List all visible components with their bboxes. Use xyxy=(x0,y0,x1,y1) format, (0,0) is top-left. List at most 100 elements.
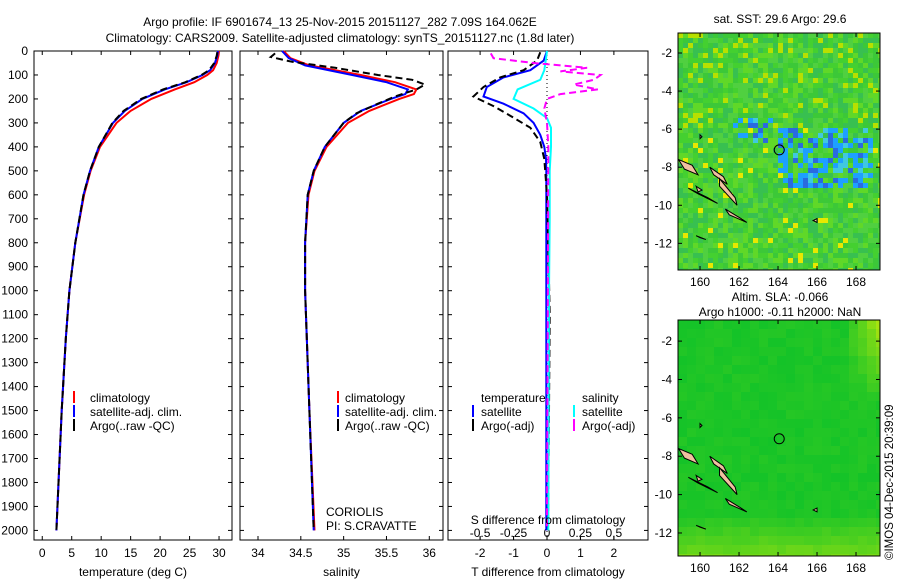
map-cell xyxy=(693,258,698,263)
map-cell xyxy=(798,248,803,253)
map-cell xyxy=(773,113,778,118)
map-cell xyxy=(738,153,743,158)
map-cell xyxy=(822,392,831,401)
map-cell xyxy=(833,203,838,208)
map-cell xyxy=(840,527,849,536)
map-cell xyxy=(818,78,823,83)
map-cell xyxy=(858,103,863,108)
map-cell xyxy=(788,253,793,258)
map-cell xyxy=(732,410,741,419)
map-cell xyxy=(828,198,833,203)
map-cell xyxy=(688,153,693,158)
map-cell xyxy=(753,218,758,223)
map-cell xyxy=(738,63,743,68)
map-cell xyxy=(863,158,868,163)
map-cell xyxy=(818,63,823,68)
map-cell xyxy=(848,228,853,233)
map-cell xyxy=(703,143,708,148)
map-cell xyxy=(848,193,853,198)
map-cell xyxy=(858,148,863,153)
map-cell xyxy=(848,128,853,133)
map-cell xyxy=(728,83,733,88)
map-cell xyxy=(783,53,788,58)
map-cell xyxy=(683,243,688,248)
map-cell xyxy=(753,188,758,193)
map-cell xyxy=(863,188,868,193)
map-cell xyxy=(788,153,793,158)
map-cell xyxy=(838,83,843,88)
map-cell xyxy=(778,258,783,263)
map-cell xyxy=(741,446,750,455)
map-cell xyxy=(738,268,743,270)
map-cell xyxy=(878,158,880,163)
map-cell xyxy=(858,43,863,48)
map-cell xyxy=(858,123,863,128)
s-tick-label: 0 xyxy=(544,526,551,540)
map-cell xyxy=(708,93,713,98)
map-cell xyxy=(863,178,868,183)
map-cell xyxy=(833,213,838,218)
map-cell xyxy=(723,118,728,123)
map-cell xyxy=(696,536,705,545)
map-cell xyxy=(853,103,858,108)
map-cell xyxy=(723,163,728,168)
map-cell xyxy=(753,63,758,68)
map-cell xyxy=(723,329,732,338)
map-cell xyxy=(718,158,723,163)
map-cell xyxy=(708,48,713,53)
map-cell xyxy=(783,243,788,248)
map-cell xyxy=(831,365,840,374)
map-cell xyxy=(753,148,758,153)
map-cell xyxy=(773,178,778,183)
map-cell xyxy=(759,356,768,365)
map-cell xyxy=(693,203,698,208)
map-cell xyxy=(723,491,732,500)
map-cell xyxy=(858,401,867,410)
map-cell xyxy=(768,374,777,383)
map-cell xyxy=(813,268,818,270)
map-cell xyxy=(763,53,768,58)
map-cell xyxy=(823,33,828,38)
map-cell xyxy=(868,213,873,218)
map-cell xyxy=(813,78,818,83)
map-cell xyxy=(705,374,714,383)
map-cell xyxy=(714,428,723,437)
s-axis-label: S difference from climatology xyxy=(471,513,626,527)
map-cell xyxy=(778,228,783,233)
map-cell xyxy=(713,83,718,88)
map-cell xyxy=(698,43,703,48)
map-cell xyxy=(853,238,858,243)
map-cell xyxy=(853,163,858,168)
map-cell xyxy=(858,320,867,329)
map-cell xyxy=(828,243,833,248)
map-cell xyxy=(813,428,822,437)
map-cell xyxy=(773,248,778,253)
map-cell xyxy=(788,93,793,98)
island-shape xyxy=(695,185,703,193)
map-cell xyxy=(843,108,848,113)
map-cell xyxy=(793,38,798,43)
map-cell xyxy=(683,198,688,203)
map-cell xyxy=(750,329,759,338)
map-cell xyxy=(733,153,738,158)
map-cell xyxy=(687,374,696,383)
map-cell xyxy=(758,233,763,238)
map-cell xyxy=(768,63,773,68)
map-cell xyxy=(698,263,703,268)
map-cell xyxy=(793,133,798,138)
map-cell xyxy=(840,365,849,374)
map-cell xyxy=(876,428,880,437)
map-cell xyxy=(718,138,723,143)
map-cell xyxy=(753,198,758,203)
map-cell xyxy=(793,68,798,73)
map-cell xyxy=(777,401,786,410)
map-cell xyxy=(843,63,848,68)
map-cell xyxy=(867,338,876,347)
island-shape xyxy=(719,466,738,495)
map-cell xyxy=(683,158,688,163)
map-cell xyxy=(688,263,693,268)
map-cell xyxy=(738,173,743,178)
map-cell xyxy=(768,263,773,268)
map-cell xyxy=(763,213,768,218)
map-cell xyxy=(823,183,828,188)
